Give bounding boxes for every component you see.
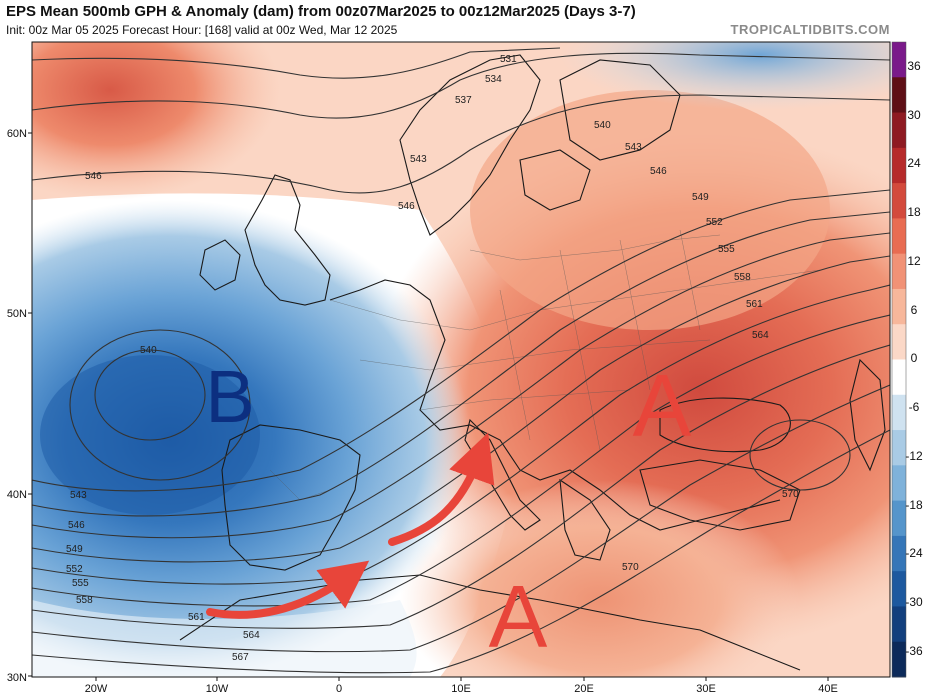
colorbar-segment [892,465,906,502]
lat-label: 30N [7,672,27,684]
colorbar-segment [892,288,906,325]
colorbar-label: 12 [907,254,921,268]
colorbar-label: 36 [907,59,921,73]
colorbar-frame [891,41,907,678]
colorbar-segment [892,253,906,290]
lon-label: 10W [206,683,229,695]
contour-label: 543 [410,154,427,165]
lon-label: 10E [451,683,471,695]
contour-label: 570 [622,562,639,573]
contour-label: 540 [594,120,611,131]
colorbar-label: 24 [907,156,921,170]
lon-label: 30E [696,683,716,695]
colorbar-segment [892,147,906,184]
contour-label: 546 [398,201,415,212]
brand-watermark: TROPICALTIDBITS.COM [730,22,890,37]
map-subtitle: Init: 00z Mar 05 2025 Forecast Hour: [16… [6,23,398,37]
colorbar-label: -12 [905,449,923,463]
colorbar-segment [892,359,906,396]
contour-label: 534 [485,74,502,85]
contour-label: 540 [140,345,157,356]
contour-label: 564 [243,630,260,641]
contour-label: 570 [782,489,799,500]
colorbar-segment [892,394,906,431]
colorbar-segment [892,500,906,537]
colorbar-labels: 36 30 24 18 12 6 0 -6 -12 -18 -24 -30 -3… [905,59,923,658]
contour-labels: 540 546 546 531 534 537 540 543 543 546 … [66,54,799,663]
longitude-axis: 20W 10W 0 10E 20E 30E 40E [85,677,838,695]
colorbar-label: -18 [905,498,923,512]
lon-label: 20E [574,683,594,695]
colorbar-segment [892,641,906,678]
contour-label: 561 [746,299,763,310]
colorbar-segment [892,218,906,255]
colorbar [891,41,907,678]
contour-label: 549 [66,544,83,555]
flow-arrow-icon [388,432,495,546]
lon-label: 40E [818,683,838,695]
colorbar-segment [892,183,906,219]
colorbar-label: -30 [905,595,923,609]
contour-label: 558 [734,272,751,283]
colorbar-segment [892,77,906,114]
low-pressure-letter: B [205,355,254,438]
contour-label: 552 [66,564,83,575]
colorbar-segment [892,430,906,466]
colorbar-segment [892,42,906,78]
colorbar-label: 0 [911,351,918,365]
contour-label: 531 [500,54,517,65]
colorbar-label: -6 [909,400,920,414]
contour-label: 561 [188,612,205,623]
contour-label: 555 [718,244,735,255]
high-pressure-letter-east: A [633,356,692,455]
colorbar-segment [892,571,906,607]
contour-label: 546 [650,166,667,177]
colorbar-label: 6 [911,303,918,317]
colorbar-label: 18 [907,205,921,219]
contour-label: 558 [76,595,93,606]
contour-label: 549 [692,192,709,203]
colorbar-label: 30 [907,108,921,122]
high-pressure-letter-south: A [489,567,548,666]
contour-label: 543 [70,490,87,501]
contour-label: 546 [68,520,85,531]
colorbar-segment [892,112,906,149]
contour-label: 543 [625,142,642,153]
colorbar-segment [892,535,906,572]
colorbar-label: -36 [905,644,923,658]
lat-label: 60N [7,128,27,140]
flow-arrow-icon [206,560,370,619]
colorbar-segment [892,606,906,643]
lon-label: 20W [85,683,108,695]
contour-label: 552 [706,217,723,228]
contour-label: 537 [455,95,472,106]
contour-label: 567 [232,652,249,663]
lat-label: 50N [7,308,27,320]
contour-label: 546 [85,171,102,182]
colorbar-segment [892,324,906,360]
contour-label: 564 [752,330,769,341]
colorbar-label: -24 [905,546,923,560]
map-title: EPS Mean 500mb GPH & Anomaly (dam) from … [6,3,636,20]
lat-label: 40N [7,489,27,501]
latitude-axis: 60N 50N 40N 30N [7,128,32,684]
contour-label: 555 [72,578,89,589]
annotations: B A A [205,355,691,666]
lon-label: 0 [336,683,342,695]
